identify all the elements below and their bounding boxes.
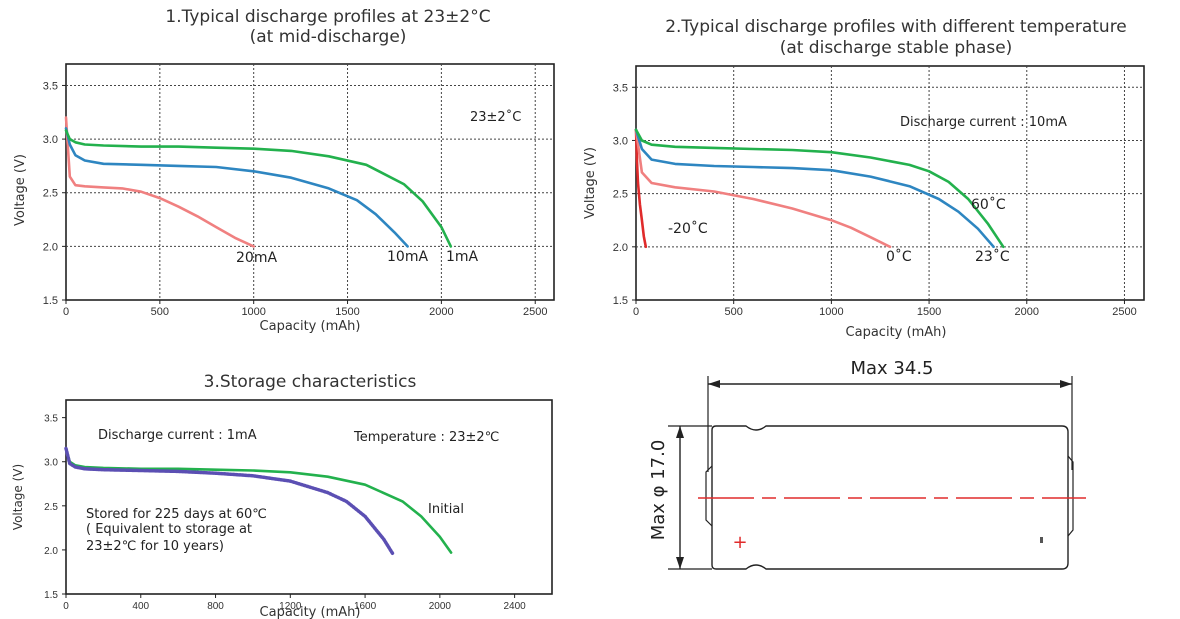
y-tick-label: 3.5	[613, 82, 628, 94]
series-line-10ma	[64, 127, 409, 248]
series-line-20ma	[64, 116, 255, 248]
label-60c: 60˚C	[971, 196, 1006, 213]
label-initial: Initial	[428, 502, 464, 517]
x-tick-label: 2500	[1112, 306, 1136, 318]
x-tick-label: 500	[151, 306, 169, 318]
y-tick-label: 3.5	[43, 80, 58, 92]
x-tick-label: 400	[132, 601, 149, 612]
chart-1-temp-annotation: 23±2˚C	[470, 109, 521, 125]
diameter-dimension-label: Max φ 17.0	[648, 440, 669, 541]
x-tick-label: 2000	[429, 601, 452, 612]
chart-3-stored-note-1: Stored for 225 days at 60℃	[86, 507, 267, 522]
series-line-0-c	[634, 128, 892, 249]
y-tick-label: 2.0	[613, 242, 628, 254]
length-dimension-label: Max 34.5	[850, 358, 933, 379]
chart-3-current-annotation: Discharge current : 1mA	[98, 428, 257, 443]
label-20ma: 20mA	[236, 250, 277, 266]
y-tick-label: 1.5	[43, 295, 58, 307]
x-tick-label: 0	[63, 306, 69, 318]
y-tick-label: 1.5	[44, 590, 58, 601]
chart-2-xlabel: Capacity (mAh)	[846, 325, 947, 340]
y-tick-label: 3.0	[613, 135, 628, 147]
x-tick-label: 1600	[354, 601, 377, 612]
cell-dimension-drawing: Max 34.5 Max φ 17.0 +	[648, 358, 1086, 570]
chart-1-subtitle: (at mid-discharge)	[250, 27, 407, 47]
y-tick-label: 1.5	[613, 295, 628, 307]
chart-1-series	[64, 116, 453, 248]
y-tick-label: 3.0	[44, 458, 58, 469]
chart-3-title: 3.Storage characteristics	[204, 372, 417, 392]
series-line-60-c	[634, 128, 1005, 249]
label-minus20c: -20˚C	[668, 220, 708, 237]
x-tick-label: 500	[725, 306, 743, 318]
chart-2-series	[634, 128, 1005, 249]
chart-2-ticks: 0 500 1000 1500 2000 2500 1.5 2.0 2.5 3.0 3.5	[613, 82, 1137, 318]
y-tick-label: 2.5	[43, 188, 58, 200]
x-tick-label: 2000	[429, 306, 453, 318]
series-line-initial	[64, 447, 453, 554]
x-tick-label: 0	[63, 601, 69, 612]
chart-2: 2.Typical discharge profiles with differ…	[583, 17, 1145, 340]
x-tick-label: 1500	[917, 306, 941, 318]
chart-3-ticks: 0 400 800 1200 1600 2000 2400 1.5 2.0 2.5 3.0 3.5	[44, 414, 526, 612]
label-23c: 23˚C	[975, 248, 1010, 265]
series-line-stored	[64, 446, 395, 557]
y-tick-label: 2.5	[613, 189, 628, 201]
series-line-1ma	[64, 129, 453, 248]
chart-3-plot-area	[65, 399, 553, 595]
x-tick-label: 800	[207, 601, 224, 612]
length-arrow-right	[1060, 380, 1072, 388]
chart-3-temperature-annotation: Temperature : 23±2℃	[353, 430, 499, 445]
chart-1-title: 1.Typical discharge profiles at 23±2°C	[165, 7, 490, 27]
y-tick-label: 3.5	[44, 414, 58, 425]
label-0c: 0˚C	[886, 248, 912, 265]
chart-1-ticks: 0 500 1000 1500 2000 2500 1.5 2.0 2.5 3.0 3.5	[43, 80, 548, 318]
x-tick-label: 2500	[523, 306, 547, 318]
chart-3-ylabel: Voltage (V)	[11, 464, 25, 530]
x-tick-label: 1000	[241, 306, 265, 318]
minus-mark-icon	[1040, 537, 1043, 543]
x-tick-label: 1500	[335, 306, 359, 318]
x-tick-label: 0	[633, 306, 639, 318]
chart-3-series	[64, 446, 453, 557]
chart-1: 1.Typical discharge profiles at 23±2°C (…	[13, 7, 555, 334]
x-tick-label: 2000	[1015, 306, 1039, 318]
chart-2-plot-area	[635, 65, 1145, 301]
x-tick-label: 1000	[819, 306, 843, 318]
diameter-arrow-bottom	[676, 557, 684, 569]
x-tick-label: 1200	[279, 601, 302, 612]
x-tick-label: 2400	[503, 601, 526, 612]
y-tick-label: 3.0	[43, 134, 58, 146]
chart-3-xlabel: Capacity (mAh)	[260, 605, 361, 619]
label-1ma: 1mA	[446, 249, 479, 265]
length-arrow-left	[708, 380, 720, 388]
series-line-20-c	[634, 128, 648, 249]
y-tick-label: 2.0	[44, 546, 58, 557]
y-tick-label: 2.0	[43, 241, 58, 253]
series-line-23-c	[634, 128, 995, 249]
chart-3-stored-note-3: 23±2℃ for 10 years)	[86, 539, 224, 554]
y-tick-label: 2.5	[44, 502, 58, 513]
chart-2-subtitle: (at discharge stable phase)	[780, 38, 1013, 58]
chart-1-ylabel: Voltage (V)	[13, 154, 28, 226]
positive-terminal-cap	[705, 465, 713, 527]
chart-1-xlabel: Capacity (mAh)	[260, 319, 361, 334]
label-10ma: 10mA	[387, 249, 428, 265]
chart-3: 3.Storage characteristics 0 400 800 1200 160…	[11, 372, 553, 619]
chart-2-title: 2.Typical discharge profiles with differ…	[665, 17, 1127, 37]
chart-2-current-annotation: Discharge current : 10mA	[900, 115, 1067, 130]
chart-3-stored-note-2: ( Equivalent to storage at	[86, 522, 252, 537]
negative-terminal-cap	[1067, 455, 1074, 537]
diameter-arrow-top	[676, 426, 684, 438]
plus-sign-icon: +	[732, 532, 747, 553]
chart-2-ylabel: Voltage (V)	[583, 147, 598, 219]
